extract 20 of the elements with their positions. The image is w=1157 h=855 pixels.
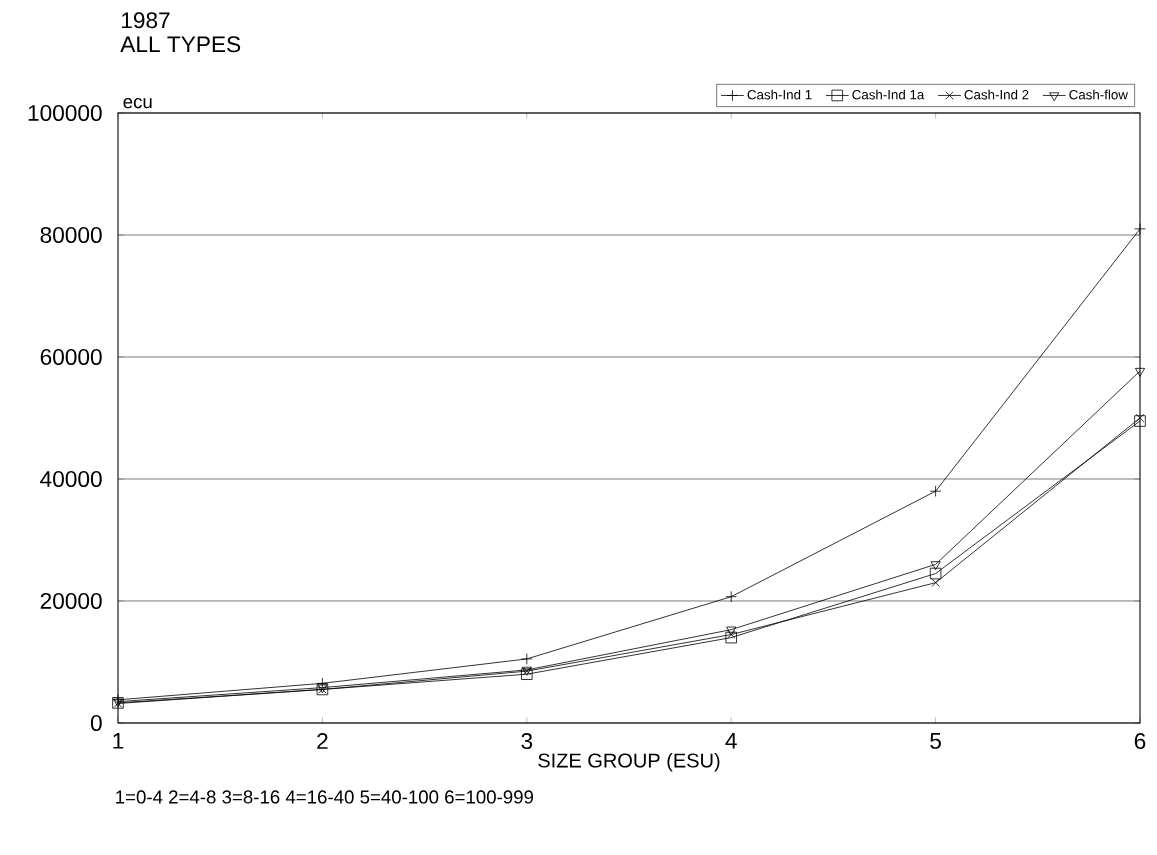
y-tick-label: 20000 (40, 592, 102, 610)
x-tick-label: 5 (930, 733, 941, 749)
x-tick-label: 3 (521, 733, 533, 750)
x-tick-label: 1 (113, 733, 124, 749)
legend-label: Cash-Ind 1a (852, 89, 925, 100)
legend-label: Cash-Ind 2 (964, 89, 1029, 100)
y-tick-label: 40000 (40, 470, 102, 488)
text: 1=0-4 2=4-8 3=8-16 4=16-40 5=40-100 6=100-999 (116, 790, 534, 804)
y-tick-label: 100000 (28, 104, 102, 122)
x-tick-label: 2 (317, 733, 328, 749)
y-tick-label: 60000 (40, 348, 102, 366)
legend-label: Cash-Ind 1 (747, 89, 812, 100)
y-axis-title: ecu (123, 98, 152, 109)
x-tick-label: 4 (725, 733, 737, 749)
y-tick-label: 0 (90, 714, 102, 732)
y-tick-label: 80000 (40, 226, 102, 244)
legend-label: Cash-flow (1069, 89, 1128, 100)
x-tick-label: 6 (1134, 733, 1146, 750)
x-axis-title: SIZE GROUP (ESU) (538, 752, 720, 772)
chart-title: 1987 ALL TYPES (120, 12, 241, 53)
